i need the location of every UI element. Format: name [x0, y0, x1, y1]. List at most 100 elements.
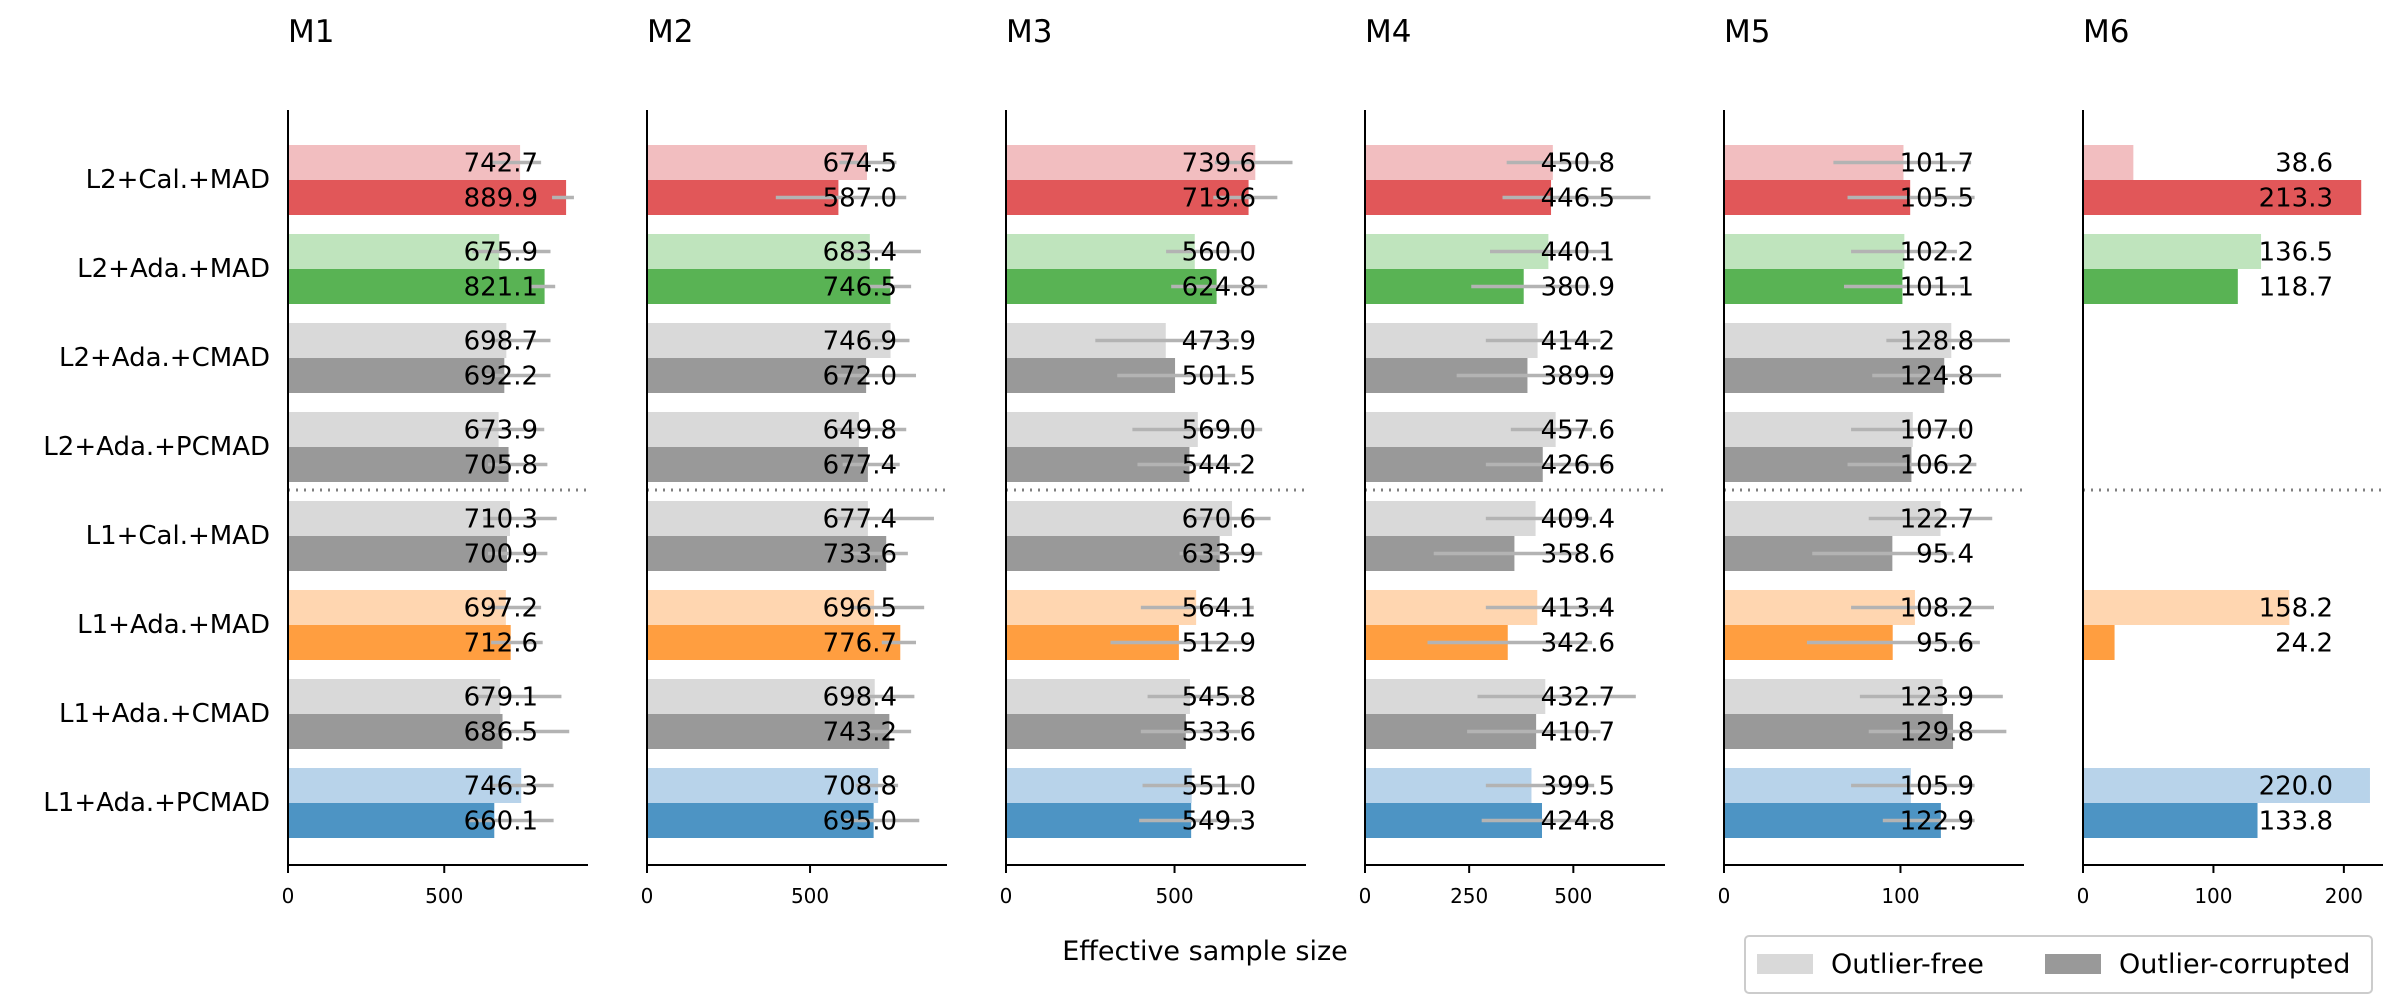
bar-outlier-corrupted [1006, 180, 1249, 215]
x-axis-label: Effective sample size [1062, 936, 1347, 967]
bar-outlier-free [288, 323, 507, 358]
data-label-outlier-free: 107.0 [1900, 416, 1974, 446]
data-label-outlier-corrupted: 105.5 [1900, 184, 1974, 214]
data-label-outlier-corrupted: 633.9 [1182, 540, 1256, 570]
bar-outlier-corrupted [288, 536, 508, 571]
data-label-outlier-free: 102.2 [1900, 238, 1974, 268]
bar-outlier-corrupted [647, 536, 887, 571]
panel-m4: M4 450.8 446.5 440.1 380.9 414.2 389.9 457.6 426… [1359, 14, 1665, 908]
bar-outlier-free [647, 590, 875, 625]
data-label-outlier-free: 136.5 [2259, 238, 2333, 268]
bar-outlier-free [1006, 145, 1256, 180]
data-label-outlier-corrupted: 95.6 [1916, 629, 1974, 659]
bar-outlier-free [647, 323, 891, 358]
data-label-outlier-corrupted: 889.9 [464, 184, 538, 214]
data-label-outlier-free: 698.7 [464, 327, 538, 357]
data-label-outlier-free: 450.8 [1541, 149, 1615, 179]
data-label-outlier-corrupted: 624.8 [1182, 273, 1256, 303]
data-label-outlier-corrupted: 743.2 [823, 718, 897, 748]
panel-m6: M6 38.6 213.3 136.5 118.7 158.2 24.2 220.0 133.8… [2077, 14, 2383, 908]
bar-outlier-corrupted [2083, 269, 2238, 304]
x-tick-label: 200 [2325, 884, 2363, 908]
panel-title: M6 [2083, 14, 2129, 50]
data-label-outlier-corrupted: 426.6 [1541, 451, 1615, 481]
x-tick-label: 0 [641, 884, 654, 908]
category-label: L2+Cal.+MAD [86, 165, 270, 195]
bar-outlier-free [288, 412, 499, 447]
bar-outlier-corrupted [2083, 625, 2115, 660]
bar-outlier-corrupted [2083, 803, 2258, 838]
data-label-outlier-free: 399.5 [1541, 772, 1615, 802]
data-label-outlier-corrupted: 544.2 [1182, 451, 1256, 481]
data-label-outlier-free: 551.0 [1182, 772, 1256, 802]
data-label-outlier-free: 38.6 [2275, 149, 2333, 179]
data-label-outlier-free: 677.4 [823, 505, 897, 535]
data-label-outlier-corrupted: 342.6 [1541, 629, 1615, 659]
bar-outlier-free [647, 234, 870, 269]
data-label-outlier-free: 696.5 [823, 594, 897, 624]
data-label-outlier-free: 101.7 [1900, 149, 1974, 179]
data-label-outlier-free: 220.0 [2259, 772, 2333, 802]
category-label: L1+Ada.+CMAD [59, 699, 270, 729]
panel-title: M2 [647, 14, 693, 50]
data-label-outlier-corrupted: 124.8 [1900, 362, 1974, 392]
panel-m5: M5 101.7 105.5 102.2 101.1 128.8 124.8 107.0 106… [1718, 14, 2024, 908]
x-tick-label: 100 [1881, 884, 1919, 908]
data-label-outlier-corrupted: 118.7 [2259, 273, 2333, 303]
bar-outlier-free [288, 679, 501, 714]
x-tick-label: 0 [1359, 884, 1372, 908]
data-label-outlier-free: 746.9 [823, 327, 897, 357]
data-label-outlier-free: 698.4 [823, 683, 897, 713]
data-label-outlier-corrupted: 733.6 [823, 540, 897, 570]
data-label-outlier-corrupted: 213.3 [2259, 184, 2333, 214]
category-label: L1+Ada.+PCMAD [43, 788, 270, 818]
bar-outlier-corrupted [647, 447, 868, 482]
data-label-outlier-free: 742.7 [464, 149, 538, 179]
data-label-outlier-free: 128.8 [1900, 327, 1974, 357]
bar-outlier-corrupted [647, 625, 901, 660]
bar-outlier-corrupted [288, 803, 495, 838]
bar-outlier-free [647, 768, 879, 803]
data-label-outlier-free: 564.1 [1182, 594, 1256, 624]
data-label-outlier-corrupted: 692.2 [464, 362, 538, 392]
bar-outlier-free [2083, 590, 2290, 625]
data-label-outlier-corrupted: 389.9 [1541, 362, 1615, 392]
panel-m2: M2 674.5 587.0 683.4 746.5 746.9 672.0 649.8 677… [641, 14, 947, 908]
category-label: L2+Ada.+CMAD [59, 343, 270, 373]
legend: Outlier-free Outlier-corrupted [1744, 935, 2373, 994]
bar-outlier-free [288, 145, 521, 180]
bar-outlier-free [288, 590, 506, 625]
panel-m3: M3 739.6 719.6 560.0 624.8 473.9 501.5 569.0 544… [1000, 14, 1306, 908]
bar-outlier-free [2083, 145, 2134, 180]
data-label-outlier-corrupted: 712.6 [464, 629, 538, 659]
data-label-outlier-free: 683.4 [823, 238, 897, 268]
data-label-outlier-free: 708.8 [823, 772, 897, 802]
x-tick-label: 500 [425, 884, 463, 908]
data-label-outlier-free: 108.2 [1900, 594, 1974, 624]
x-tick-label: 500 [1155, 884, 1193, 908]
data-label-outlier-free: 122.7 [1900, 505, 1974, 535]
data-label-outlier-free: 649.8 [823, 416, 897, 446]
category-label: L1+Cal.+MAD [86, 521, 270, 551]
bar-outlier-corrupted [288, 714, 503, 749]
data-label-outlier-free: 158.2 [2259, 594, 2333, 624]
data-label-outlier-free: 440.1 [1541, 238, 1615, 268]
data-label-outlier-free: 123.9 [1900, 683, 1974, 713]
data-label-outlier-corrupted: 587.0 [823, 184, 897, 214]
bar-outlier-corrupted [288, 447, 509, 482]
data-label-outlier-free: 432.7 [1541, 683, 1615, 713]
data-label-outlier-corrupted: 512.9 [1182, 629, 1256, 659]
data-label-outlier-free: 710.3 [464, 505, 538, 535]
panel-title: M1 [288, 14, 334, 50]
bar-outlier-corrupted [288, 358, 505, 393]
data-label-outlier-corrupted: 410.7 [1541, 718, 1615, 748]
panel-m1: M1 742.7 889.9 675.9 821.1 698.7 692.2 673.9 705… [282, 14, 588, 908]
bar-outlier-corrupted [2083, 180, 2362, 215]
panel-title: M3 [1006, 14, 1052, 50]
bar-outlier-free [2083, 234, 2262, 269]
data-label-outlier-corrupted: 424.8 [1541, 807, 1615, 837]
x-tick-label: 0 [282, 884, 295, 908]
bar-outlier-free [647, 145, 867, 180]
data-label-outlier-corrupted: 686.5 [464, 718, 538, 748]
